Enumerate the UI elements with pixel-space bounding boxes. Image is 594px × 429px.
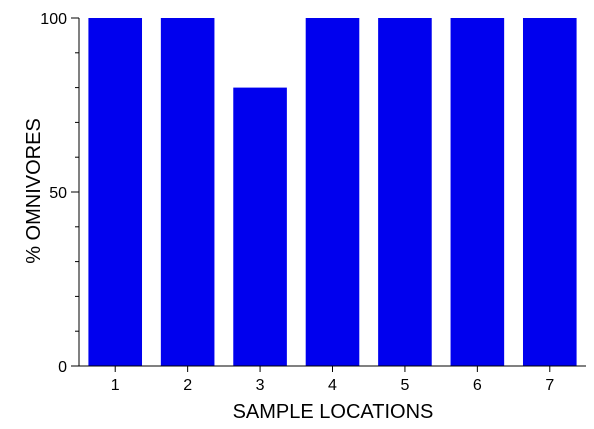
x-tick-label: 7 <box>545 377 554 394</box>
bar-location-4 <box>305 18 360 366</box>
x-tick-label: 3 <box>256 377 265 394</box>
x-axis-label: SAMPLE LOCATIONS <box>233 401 434 423</box>
y-ticks-layer: 0 50 100 <box>40 11 79 376</box>
bar-location-7 <box>522 18 577 366</box>
bar-location-1 <box>88 18 143 366</box>
bar-location-5 <box>378 18 432 366</box>
x-tick-label: 4 <box>328 377 337 394</box>
x-tick-label: 5 <box>400 377 409 394</box>
y-tick-label: 50 <box>49 185 67 202</box>
bar-location-2 <box>160 18 215 366</box>
bars-layer <box>88 18 577 366</box>
x-ticks-layer: 1 2 3 4 5 6 7 <box>111 366 554 394</box>
y-tick-label: 100 <box>40 11 67 28</box>
bar-location-3 <box>233 87 287 366</box>
y-tick-label: 0 <box>58 359 67 376</box>
y-axis-label: % OMNIVORES <box>23 118 45 264</box>
x-tick-label: 2 <box>183 377 192 394</box>
x-tick-label: 1 <box>111 377 120 394</box>
x-tick-label: 6 <box>473 377 482 394</box>
bar-location-6 <box>450 18 505 366</box>
